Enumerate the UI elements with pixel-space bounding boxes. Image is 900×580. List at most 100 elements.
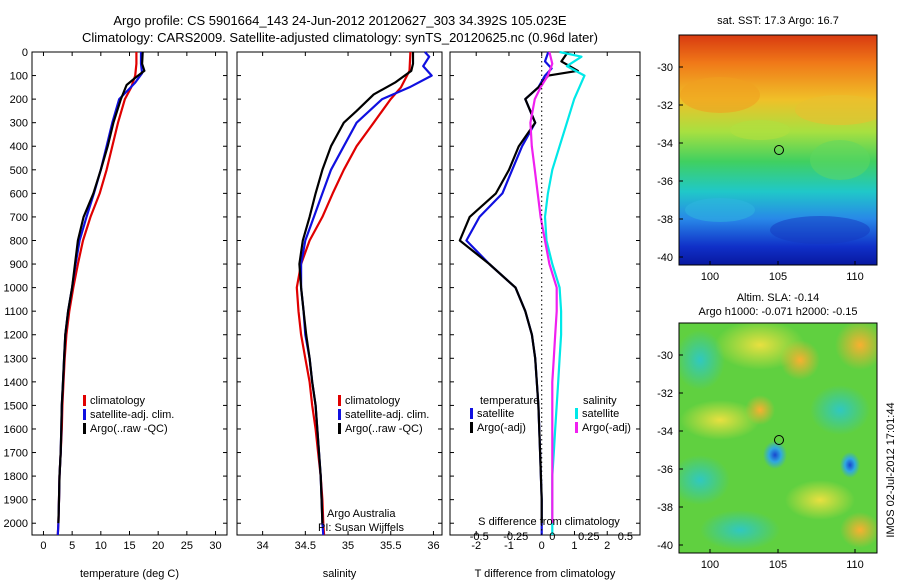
- legend-heading-salinity: salinity: [583, 395, 617, 407]
- map-y-tick-label: -30: [657, 350, 673, 362]
- legend-swatch: [470, 422, 473, 433]
- series-line-s-argo-adj-: [529, 51, 558, 524]
- imos-timestamp: IMOS 02-Jul-2012 17:01:44: [885, 402, 897, 537]
- map-y-tick-label: -38: [657, 214, 673, 226]
- panel-frame: [449, 51, 641, 536]
- map-y-tick-label: -40: [657, 252, 673, 264]
- x-tick-label: 20: [152, 540, 164, 552]
- x-tick-label: 30: [209, 540, 221, 552]
- sla-title-1: Altim. SLA: -0.14: [737, 292, 820, 304]
- map-y-tick-label: -34: [657, 138, 673, 150]
- y-tick-label: 900: [10, 259, 28, 271]
- series-line-s-satellite: [543, 50, 586, 535]
- x-axis-label: temperature (deg C): [80, 568, 179, 580]
- y-tick-label: 1800: [4, 471, 28, 483]
- sla-texture: [679, 323, 877, 550]
- y-tick-label: 1300: [4, 353, 28, 365]
- legend-swatch: [338, 395, 341, 406]
- x-tick-label: 10: [95, 540, 107, 552]
- sla-title-2: Argo h1000: -0.071 h2000: -0.15: [698, 306, 857, 318]
- legend-swatch: [470, 408, 473, 419]
- s-tick-label: 0.25: [578, 531, 599, 543]
- s-tick-label: -0.5: [470, 531, 489, 543]
- legend-label: satellite-adj. clim.: [90, 409, 174, 421]
- profile-panel-2: 34 34.5 35 35.5 36 salinity climatology satelli…: [236, 51, 443, 580]
- legend-swatch: [338, 409, 341, 420]
- map-x-tick-label: 105: [769, 559, 787, 571]
- map-x-tick-label: 100: [701, 271, 719, 283]
- y-tick-label: 100: [10, 71, 28, 83]
- y-tick-label: 1100: [4, 306, 28, 318]
- legend-label: satellite: [477, 408, 514, 420]
- legend-swatch: [575, 408, 578, 419]
- x-tick-label: 0: [40, 540, 46, 552]
- legend-label: climatology: [90, 395, 146, 407]
- legend-swatch: [575, 422, 578, 433]
- s-tick-label: -0.25: [503, 531, 528, 543]
- legend-label: satellite-adj. clim.: [345, 409, 429, 421]
- title-line-2: Climatology: CARS2009. Satellite-adjuste…: [82, 30, 598, 45]
- y-tick-label: 200: [10, 94, 28, 106]
- annotation-line-1: Argo Australia: [327, 508, 396, 520]
- series-line-argo-raw-qc-: [57, 51, 146, 524]
- x-axis-label: T difference from climatology: [475, 568, 616, 580]
- series-group: [56, 51, 146, 536]
- legend-label: Argo(-adj): [477, 422, 526, 434]
- x-tick-label: 36: [427, 540, 439, 552]
- legend-label: climatology: [345, 395, 401, 407]
- map-y-tick-label: -36: [657, 176, 673, 188]
- map-x-tick-label: 110: [846, 559, 864, 571]
- x-axis-label: salinity: [323, 568, 357, 580]
- y-tick-label: 500: [10, 165, 28, 177]
- series-line-climatology: [56, 52, 138, 536]
- x-tick-label: 34: [257, 540, 269, 552]
- legend-label: Argo(..raw -QC): [90, 423, 168, 435]
- map-y-tick-label: -40: [657, 540, 673, 552]
- map-y-tick-label: -36: [657, 464, 673, 476]
- x-tick-label: 2: [604, 540, 610, 552]
- annotation-line-2: PI: Susan Wijffels: [318, 522, 404, 534]
- y-tick-label: 1900: [4, 495, 28, 507]
- series-group: [458, 50, 586, 535]
- x-tick-label: 35: [342, 540, 354, 552]
- figure-title: Argo profile: CS 5901664_143 24-Jun-2012…: [0, 12, 680, 46]
- legend-heading-temperature: temperature: [480, 395, 539, 407]
- s-tick-label: 0.5: [618, 531, 633, 543]
- series-line-argo-raw-qc-: [298, 52, 415, 524]
- x-tick-label: -1: [504, 540, 514, 552]
- legend-swatch: [83, 395, 86, 406]
- map-x-tick-label: 105: [769, 271, 787, 283]
- y-tick-label: 300: [10, 118, 28, 130]
- map-y-tick-label: -34: [657, 426, 673, 438]
- x-tick-label: 35.5: [380, 540, 401, 552]
- s-axis-label: S difference from climatology: [478, 516, 620, 528]
- legend-swatch: [83, 409, 86, 420]
- y-tick-label: 1200: [4, 330, 28, 342]
- legend-label: satellite: [582, 408, 619, 420]
- s-tick-label: 0: [549, 531, 555, 543]
- x-tick-label: 25: [181, 540, 193, 552]
- series-line-climatology: [295, 51, 412, 536]
- y-tick-label: 1500: [4, 400, 28, 412]
- y-tick-label: 400: [10, 141, 28, 153]
- series-line-t-satellite: [465, 51, 553, 535]
- y-tick-label: 2000: [4, 518, 28, 530]
- legend-label: Argo(..raw -QC): [345, 423, 423, 435]
- map-y-tick-label: -30: [657, 62, 673, 74]
- argo-position-marker-sla: [774, 435, 784, 445]
- y-tick-label: 1400: [4, 377, 28, 389]
- sst-texture: [680, 77, 877, 244]
- x-tick-label: 0: [539, 540, 545, 552]
- sst-title: sat. SST: 17.3 Argo: 16.7: [717, 15, 839, 27]
- y-tick-label: 600: [10, 188, 28, 200]
- series-group: [295, 51, 433, 536]
- profile-panel-1: 0 5 10 15 20 25 30 temperature (deg C) 0 100 200 30…: [4, 47, 228, 580]
- y-tick-label: 1700: [4, 448, 28, 460]
- sla-map: Altim. SLA: -0.14 Argo h1000: -0.071 h20…: [657, 292, 878, 571]
- argo-position-marker: [774, 145, 784, 155]
- map-y-tick-label: -38: [657, 502, 673, 514]
- y-tick-label: 0: [22, 47, 28, 59]
- x-tick-label: 15: [123, 540, 135, 552]
- title-line-1: Argo profile: CS 5901664_143 24-Jun-2012…: [113, 13, 567, 28]
- map-y-tick-label: -32: [657, 388, 673, 400]
